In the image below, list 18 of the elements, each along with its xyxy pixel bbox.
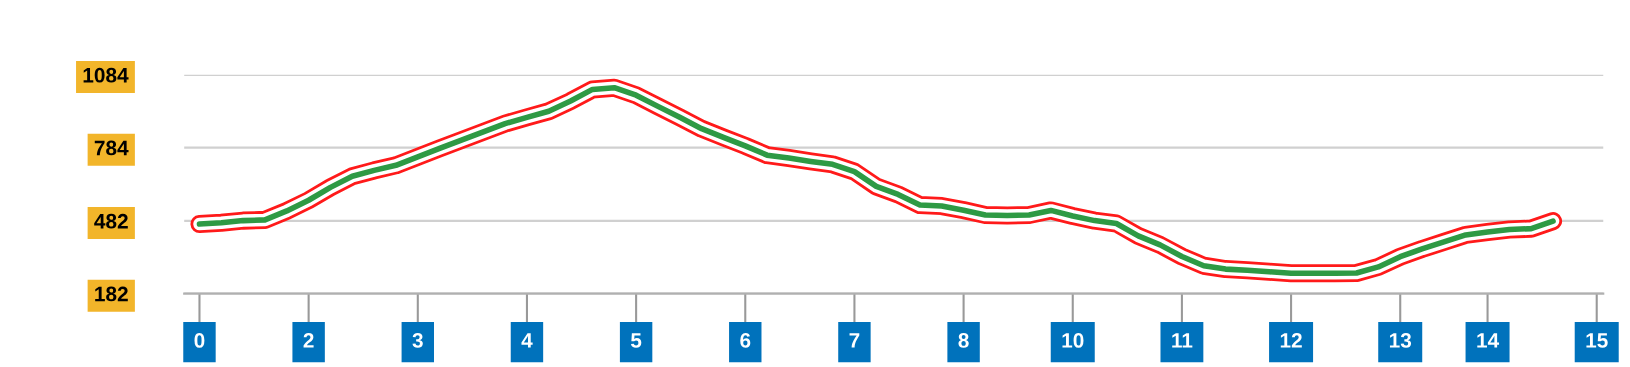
x-tick-label: 15 [1586,333,1608,348]
y-tick-label: 482 [94,213,128,229]
x-tick-label: 8 [958,333,969,348]
y-tick-label: 1084 [83,67,129,83]
x-tick-label: 0 [194,333,205,348]
y-tick-label: 182 [95,286,128,302]
x-tick-label: 5 [630,333,642,348]
x-tick-label: 14 [1477,333,1500,348]
x-tick-label: 2 [303,333,314,348]
x-tick-label: 4 [521,333,533,348]
x-tick-label: 7 [849,333,860,348]
y-tick-label: 784 [94,140,129,156]
x-tick-label: 12 [1280,333,1302,348]
x-tick-label: 6 [740,333,751,348]
x-tick-label: 13 [1389,333,1412,348]
x-tick-label: 3 [412,333,423,348]
x-tick-label: 11 [1172,333,1193,348]
x-tick-label: 10 [1062,333,1084,348]
